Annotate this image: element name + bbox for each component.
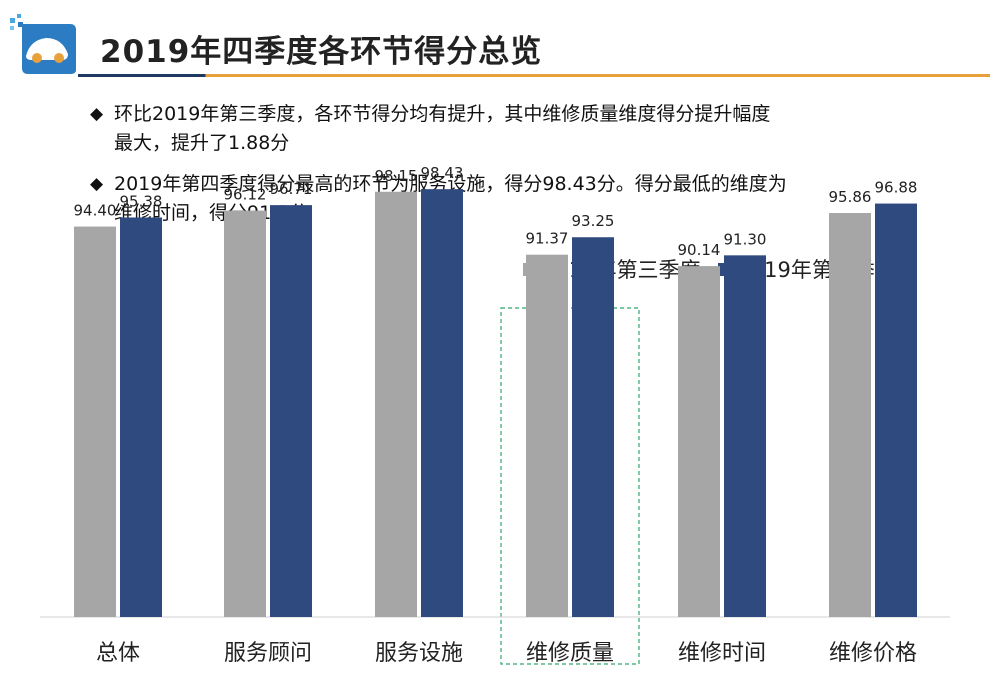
data-label: 90.14 [678, 241, 721, 259]
bar-q3 [375, 191, 417, 617]
data-label: 95.38 [120, 192, 163, 210]
summary-bullet: ◆ 环比2019年第三季度，各环节得分均有提升，其中维修质量维度得分提升幅度 最… [90, 100, 950, 158]
bar-q3 [526, 254, 568, 617]
bar-q3 [678, 266, 720, 617]
bar-q4 [270, 205, 312, 617]
data-label: 96.12 [224, 186, 267, 204]
bullet-line: 环比2019年第三季度，各环节得分均有提升，其中维修质量维度得分提升幅度 [114, 103, 771, 125]
bar-q3 [829, 213, 871, 617]
category-label: 维修时间 [678, 641, 766, 666]
category-label: 维修质量 [526, 641, 614, 666]
bar-q3 [224, 210, 266, 618]
data-label: 96.88 [875, 179, 918, 197]
category-label: 维修价格 [829, 641, 917, 666]
data-label: 93.25 [572, 212, 615, 230]
data-label: 98.43 [421, 164, 464, 182]
bar-q3 [74, 226, 116, 617]
bullet-line: 2019年第四季度得分最高的环节为服务设施，得分98.43分。得分最低的维度为 [114, 173, 787, 195]
bar-q4 [120, 217, 162, 617]
page-title: 2019年四季度各环节得分总览 [100, 34, 543, 70]
data-label: 98.15 [375, 167, 418, 185]
highlight-box [500, 307, 640, 665]
title-underline [78, 74, 990, 77]
diamond-bullet-icon: ◆ [90, 174, 104, 194]
bar-q4 [421, 189, 463, 617]
data-label: 95.86 [829, 188, 872, 206]
data-label: 96.71 [270, 180, 313, 198]
category-label: 总体 [96, 641, 140, 666]
diamond-bullet-icon: ◆ [90, 104, 104, 124]
category-label: 服务顾问 [224, 641, 312, 666]
bullet-line: 最大，提升了1.88分 [114, 132, 290, 154]
legend-label-q3: 2019年第三季度 [542, 258, 701, 282]
car-logo-icon [10, 14, 76, 74]
data-label: 91.30 [724, 230, 767, 248]
category-label: 服务设施 [375, 641, 463, 666]
bar-q4 [572, 237, 614, 618]
data-label: 94.40 [74, 202, 117, 220]
bar-q4 [875, 203, 917, 618]
bar-q4 [724, 255, 766, 617]
summary-bullets: ◆ 环比2019年第三季度，各环节得分均有提升，其中维修质量维度得分提升幅度 最… [90, 100, 950, 240]
data-label: 91.37 [526, 230, 569, 248]
